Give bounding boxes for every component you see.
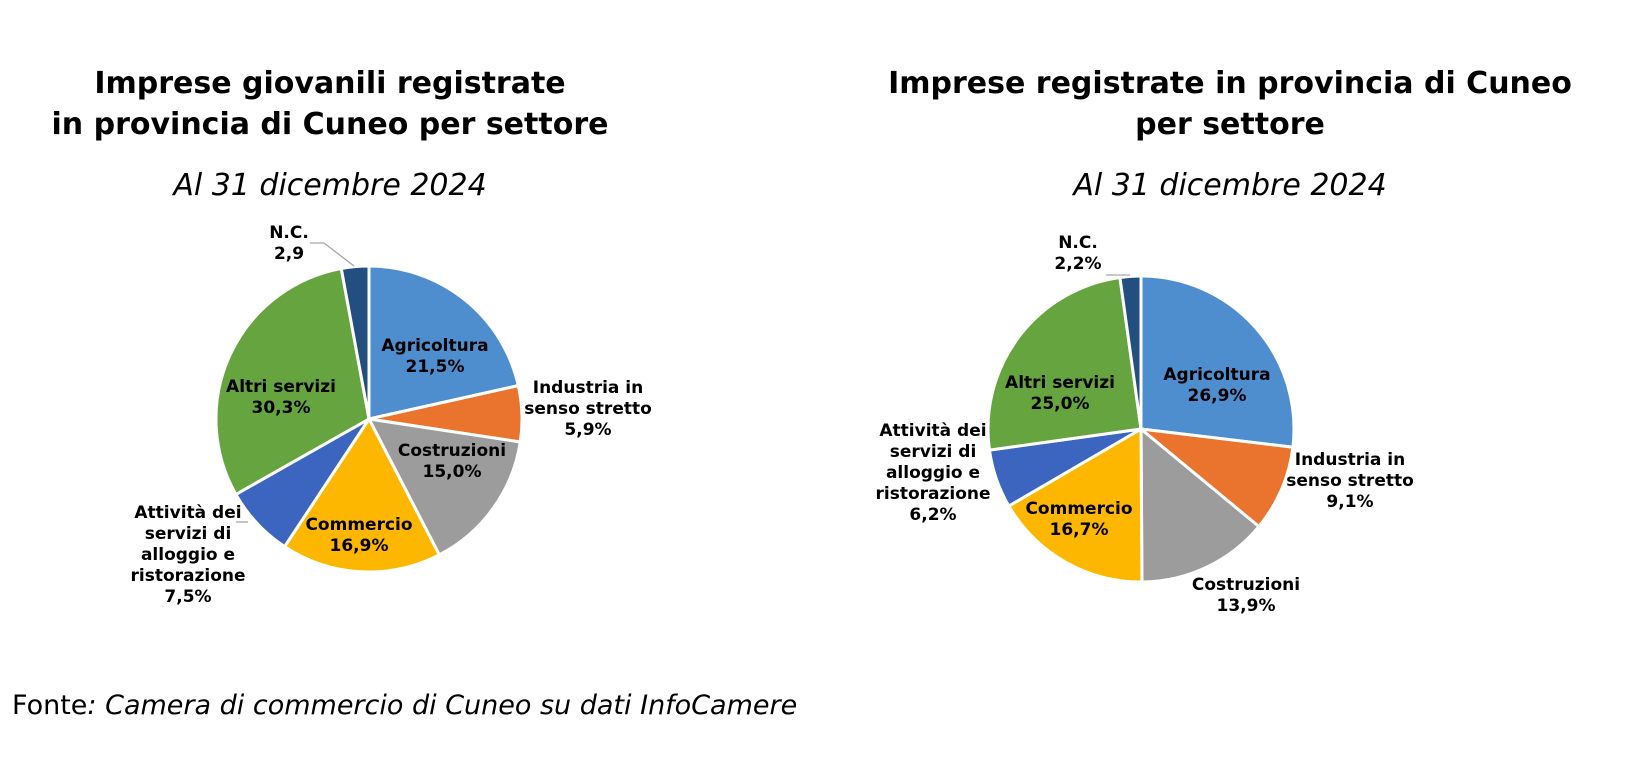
pie-left-label-industria-line: 5,9% bbox=[564, 420, 611, 440]
pie-right-label-alloggio-ristorazione-line: servizi di bbox=[890, 442, 977, 462]
chart-title-right: Imprese registrate in provincia di Cuneo… bbox=[880, 63, 1580, 145]
chart-title-right-line-2: per settore bbox=[1135, 107, 1325, 142]
pie-chart-right: Agricoltura 26,9% Industria in senso strett… bbox=[875, 233, 1414, 616]
chart-title-left-line-1: Imprese giovanili registrate bbox=[94, 66, 566, 101]
pie-left-label-agricoltura-line: 21,5% bbox=[406, 357, 465, 377]
pie-left-leader-nc bbox=[310, 242, 355, 267]
pie-left-label-altri-servizi: Altri servizi 30,3% bbox=[226, 377, 336, 418]
source-text: : Camera di commercio di Cuneo su dati I… bbox=[87, 690, 798, 721]
pie-right-label-commercio-line: 16,7% bbox=[1050, 520, 1109, 540]
pie-left-slice-nc bbox=[339, 264, 371, 420]
chart-title-right-line-1: Imprese registrate in provincia di Cuneo bbox=[888, 66, 1572, 101]
pie-left-label-nc-line: 2,9 bbox=[274, 244, 304, 264]
pie-right-slice-commercio bbox=[1006, 426, 1144, 584]
pie-left-slice-commercio bbox=[282, 416, 442, 574]
pie-left-label-nc-line: N.C. bbox=[269, 223, 309, 243]
pie-right-label-alloggio-ristorazione-line: Attività dei bbox=[879, 421, 986, 441]
pie-right-label-industria-line: 9,1% bbox=[1326, 492, 1373, 512]
pie-left-label-nc: N.C. 2,9 bbox=[269, 223, 309, 264]
pie-right-label-costruzioni-line: 13,9% bbox=[1217, 596, 1276, 616]
pie-left-label-costruzioni: Costruzioni 15,0% bbox=[398, 441, 506, 482]
pie-left-label-industria-line: senso stretto bbox=[524, 399, 652, 419]
pie-right-label-agricoltura-line: 26,9% bbox=[1188, 386, 1247, 406]
pie-right-label-altri-servizi-line: 25,0% bbox=[1031, 394, 1090, 414]
pie-left-label-alloggio-ristorazione: Attività dei servizi di alloggio e ristoraz… bbox=[130, 503, 245, 607]
pie-left-label-costruzioni-line: Costruzioni bbox=[398, 441, 506, 461]
pie-left-label-commercio: Commercio 16,9% bbox=[305, 515, 412, 556]
pie-right-label-alloggio-ristorazione: Attività dei servizi di alloggio e ristoraz… bbox=[875, 421, 990, 525]
pie-left-label-agricoltura: Agricoltura 21,5% bbox=[381, 336, 488, 377]
pie-left-slice-agricoltura bbox=[367, 264, 521, 421]
source-prefix: Fonte bbox=[12, 690, 88, 721]
pie-left-label-costruzioni-line: 15,0% bbox=[423, 462, 482, 482]
pie-right-label-industria-line: senso stretto bbox=[1286, 471, 1414, 491]
pie-left-label-altri-servizi-line: 30,3% bbox=[252, 398, 311, 418]
pie-right-label-alloggio-ristorazione-line: alloggio e bbox=[886, 463, 980, 483]
pie-right-slice-costruzioni bbox=[1139, 425, 1262, 584]
pie-right-label-nc-line: N.C. bbox=[1058, 233, 1098, 253]
pie-chart-left: Agricoltura 21,5% Industria in senso strett… bbox=[130, 223, 652, 607]
pie-left-label-agricoltura-line: Agricoltura bbox=[381, 336, 488, 356]
pie-left-label-commercio-line: 16,9% bbox=[330, 536, 389, 556]
pie-right-slice-industria bbox=[1136, 426, 1295, 529]
chart-subtitle-left: Al 31 dicembre 2024 bbox=[173, 168, 487, 203]
pie-right-label-costruzioni: Costruzioni 13,9% bbox=[1192, 575, 1300, 616]
pie-left-label-alloggio-ristorazione-line: Attività dei bbox=[134, 503, 241, 523]
pie-left-slice-altri-servizi bbox=[214, 266, 371, 497]
pie-left-label-alloggio-ristorazione-line: servizi di bbox=[145, 524, 232, 544]
pie-right-label-altri-servizi: Altri servizi 25,0% bbox=[1005, 373, 1115, 414]
pie-right-label-commercio: Commercio 16,7% bbox=[1025, 499, 1132, 540]
pie-left-label-alloggio-ristorazione-line: alloggio e bbox=[141, 545, 235, 565]
pie-right-label-agricoltura-line: Agricoltura bbox=[1163, 365, 1270, 385]
chart-subtitle-right: Al 31 dicembre 2024 bbox=[1073, 168, 1387, 203]
pie-right-label-costruzioni-line: Costruzioni bbox=[1192, 575, 1300, 595]
pie-right-label-agricoltura: Agricoltura 26,9% bbox=[1163, 365, 1270, 406]
pie-left-label-commercio-line: Commercio bbox=[305, 515, 412, 535]
pie-right-slice-agricoltura bbox=[1139, 274, 1296, 449]
pie-left-label-alloggio-ristorazione-line: ristorazione bbox=[130, 566, 245, 586]
pie-left-slice-costruzioni bbox=[366, 417, 522, 557]
source-note: Fonte: Camera di commercio di Cuneo su d… bbox=[12, 690, 797, 721]
pie-left-label-industria-line: Industria in bbox=[533, 378, 643, 398]
pie-right-slice-altri-servizi bbox=[986, 275, 1143, 452]
chart-title-left: Imprese giovanili registrate in provinci… bbox=[20, 63, 640, 145]
pie-right-slice-nc bbox=[1118, 274, 1143, 430]
pie-left-label-altri-servizi-line: Altri servizi bbox=[226, 377, 336, 397]
pie-right-label-alloggio-ristorazione-line: 6,2% bbox=[909, 505, 956, 525]
pie-right-label-altri-servizi-line: Altri servizi bbox=[1005, 373, 1115, 393]
pie-right-label-industria: Industria in senso stretto 9,1% bbox=[1286, 450, 1414, 512]
pie-right-label-industria-line: Industria in bbox=[1295, 450, 1405, 470]
pie-right-label-alloggio-ristorazione-line: ristorazione bbox=[875, 484, 990, 504]
pie-left-label-alloggio-ristorazione-line: 7,5% bbox=[164, 587, 211, 607]
chart-title-left-line-2: in provincia di Cuneo per settore bbox=[51, 107, 609, 142]
pie-left-label-industria: Industria in senso stretto 5,9% bbox=[524, 378, 652, 440]
pie-right-label-commercio-line: Commercio bbox=[1025, 499, 1132, 519]
pie-right-label-nc: N.C. 2,2% bbox=[1054, 233, 1101, 274]
pie-right-label-nc-line: 2,2% bbox=[1054, 254, 1101, 274]
